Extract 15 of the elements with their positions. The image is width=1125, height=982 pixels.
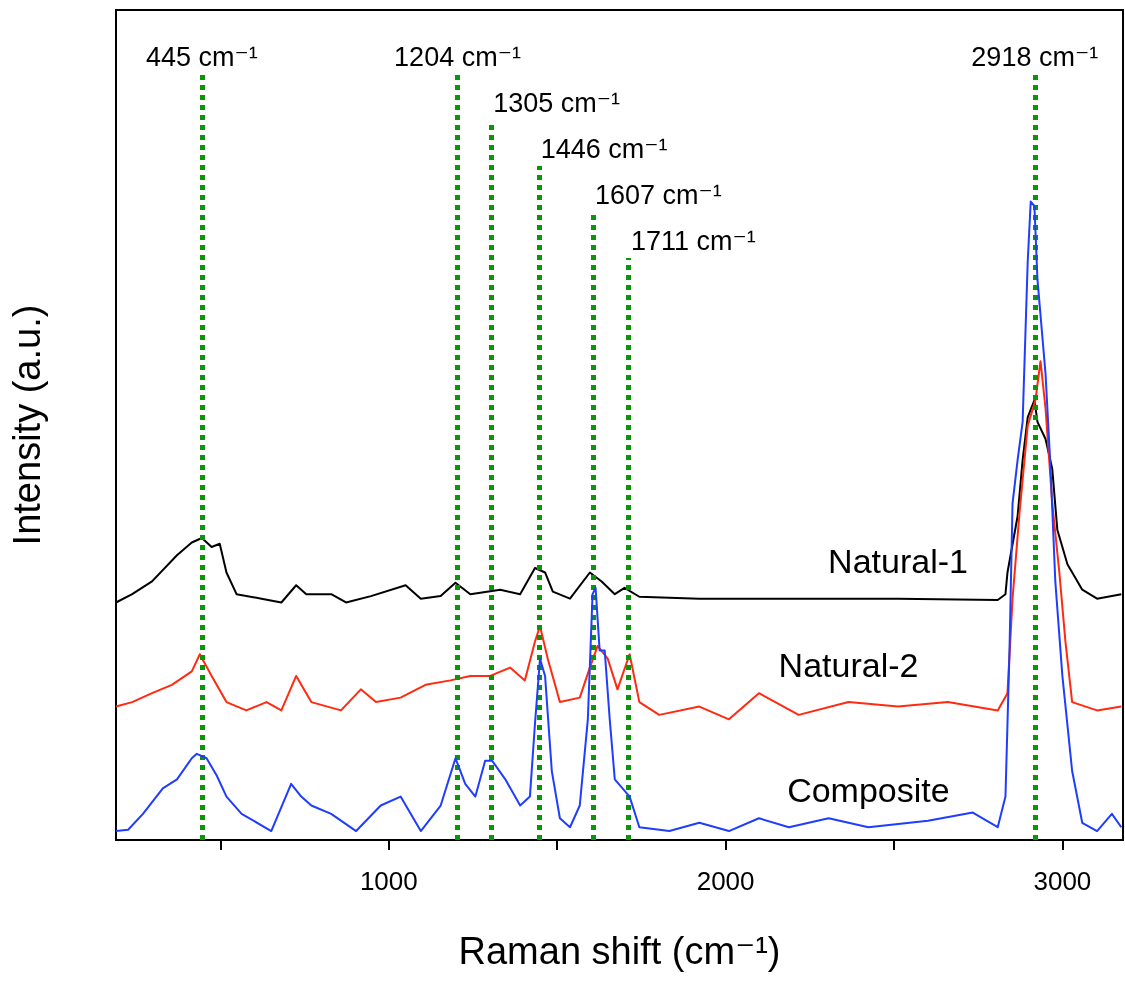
ref-line-label: 1607 cm⁻¹ [595, 179, 722, 210]
ref-line-label: 1446 cm⁻¹ [540, 133, 668, 164]
x-tick-label: 3000 [1033, 866, 1092, 896]
ref-line-label: 445 cm⁻¹ [145, 41, 258, 72]
series-label: Natural-1 [828, 542, 968, 581]
ref-line-label: 2918 cm⁻¹ [971, 41, 1099, 72]
series-label: Natural-2 [778, 645, 919, 684]
x-tick-label: 1000 [359, 866, 418, 896]
ref-line-label: 1305 cm⁻¹ [493, 87, 621, 118]
y-axis-title: Intensity (a.u.) [6, 304, 48, 546]
series-label: Composite [787, 770, 950, 809]
x-tick-label: 2000 [696, 866, 755, 896]
ref-line-label: 1711 cm⁻¹ [631, 225, 756, 256]
x-axis-title: Raman shift (cm⁻¹) [458, 930, 781, 972]
ref-line-label: 1204 cm⁻¹ [394, 41, 521, 72]
